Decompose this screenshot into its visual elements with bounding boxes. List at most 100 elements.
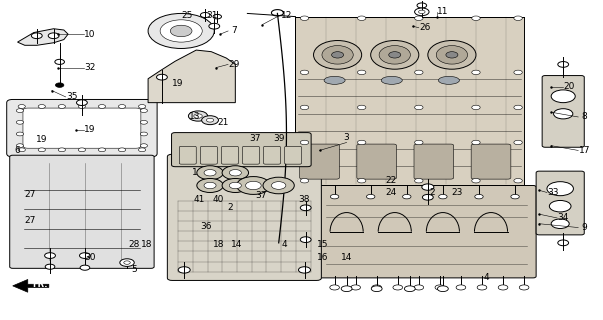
Circle shape bbox=[213, 14, 221, 19]
Circle shape bbox=[554, 109, 573, 119]
Text: 18: 18 bbox=[213, 240, 224, 249]
Circle shape bbox=[171, 25, 192, 37]
Text: 32: 32 bbox=[84, 63, 95, 72]
Circle shape bbox=[236, 177, 270, 195]
Circle shape bbox=[300, 237, 311, 243]
Circle shape bbox=[139, 148, 146, 152]
FancyBboxPatch shape bbox=[179, 146, 196, 164]
Text: 33: 33 bbox=[548, 188, 559, 197]
Circle shape bbox=[55, 83, 64, 87]
Circle shape bbox=[58, 105, 66, 108]
Circle shape bbox=[80, 253, 90, 259]
Text: 38: 38 bbox=[298, 195, 311, 204]
Circle shape bbox=[200, 12, 210, 18]
Text: 21: 21 bbox=[218, 118, 229, 127]
Circle shape bbox=[472, 16, 480, 20]
Circle shape bbox=[38, 105, 45, 108]
Circle shape bbox=[358, 140, 366, 145]
FancyBboxPatch shape bbox=[168, 154, 321, 280]
Text: 2: 2 bbox=[228, 203, 233, 212]
Circle shape bbox=[514, 140, 522, 145]
Circle shape bbox=[80, 265, 90, 270]
FancyBboxPatch shape bbox=[285, 146, 302, 164]
Text: 25: 25 bbox=[182, 11, 193, 20]
Text: 35: 35 bbox=[66, 92, 77, 101]
FancyBboxPatch shape bbox=[221, 146, 238, 164]
Text: 12: 12 bbox=[281, 11, 292, 20]
Circle shape bbox=[204, 182, 216, 189]
Text: 1: 1 bbox=[192, 168, 197, 177]
Circle shape bbox=[300, 205, 311, 211]
Circle shape bbox=[139, 105, 146, 108]
Ellipse shape bbox=[322, 46, 353, 64]
Text: 27: 27 bbox=[24, 190, 35, 199]
Circle shape bbox=[514, 16, 522, 20]
Circle shape bbox=[120, 259, 134, 267]
Text: 22: 22 bbox=[385, 176, 396, 185]
Circle shape bbox=[178, 267, 190, 273]
Polygon shape bbox=[148, 50, 235, 103]
Circle shape bbox=[514, 105, 522, 110]
Circle shape bbox=[472, 70, 480, 75]
Circle shape bbox=[229, 182, 241, 189]
FancyBboxPatch shape bbox=[536, 171, 584, 235]
Circle shape bbox=[415, 105, 423, 110]
Circle shape bbox=[118, 105, 125, 108]
Circle shape bbox=[446, 52, 458, 58]
Text: 24: 24 bbox=[385, 188, 396, 197]
Text: 15: 15 bbox=[317, 240, 328, 249]
Polygon shape bbox=[17, 29, 68, 45]
Circle shape bbox=[58, 148, 66, 152]
Circle shape bbox=[456, 285, 466, 290]
Text: 14: 14 bbox=[341, 253, 352, 262]
Circle shape bbox=[414, 285, 424, 290]
Text: 19: 19 bbox=[84, 125, 95, 134]
Circle shape bbox=[475, 195, 483, 199]
Circle shape bbox=[415, 16, 423, 20]
Circle shape bbox=[551, 219, 569, 228]
Circle shape bbox=[194, 114, 202, 118]
FancyBboxPatch shape bbox=[242, 146, 259, 164]
Ellipse shape bbox=[436, 46, 467, 64]
Text: 2: 2 bbox=[430, 188, 435, 197]
Text: 26: 26 bbox=[419, 23, 431, 32]
Circle shape bbox=[472, 179, 480, 183]
Circle shape bbox=[415, 179, 423, 183]
Ellipse shape bbox=[428, 41, 476, 69]
Circle shape bbox=[201, 116, 218, 124]
Text: 27: 27 bbox=[24, 216, 35, 225]
Text: 5: 5 bbox=[131, 265, 137, 275]
Text: 39: 39 bbox=[273, 134, 285, 143]
Polygon shape bbox=[295, 17, 524, 186]
Circle shape bbox=[415, 140, 423, 145]
Circle shape bbox=[514, 70, 522, 75]
Circle shape bbox=[188, 111, 207, 121]
Circle shape bbox=[18, 105, 25, 108]
Circle shape bbox=[140, 109, 148, 113]
Text: 11: 11 bbox=[437, 7, 449, 16]
Circle shape bbox=[415, 8, 429, 16]
Circle shape bbox=[415, 70, 423, 75]
Circle shape bbox=[472, 105, 480, 110]
Text: 36: 36 bbox=[201, 222, 212, 231]
Circle shape bbox=[16, 109, 24, 113]
Circle shape bbox=[31, 33, 42, 39]
Circle shape bbox=[300, 140, 309, 145]
FancyBboxPatch shape bbox=[7, 100, 157, 157]
Text: 8: 8 bbox=[581, 113, 587, 122]
Ellipse shape bbox=[324, 76, 345, 84]
Circle shape bbox=[358, 16, 366, 20]
Circle shape bbox=[222, 166, 248, 180]
Circle shape bbox=[547, 182, 573, 196]
Circle shape bbox=[77, 100, 87, 106]
Circle shape bbox=[48, 33, 59, 39]
Circle shape bbox=[197, 179, 223, 193]
Circle shape bbox=[18, 148, 25, 152]
Ellipse shape bbox=[314, 41, 362, 69]
Circle shape bbox=[358, 70, 366, 75]
Circle shape bbox=[55, 59, 65, 64]
Circle shape bbox=[160, 20, 202, 42]
Circle shape bbox=[330, 285, 339, 290]
Text: 6: 6 bbox=[14, 146, 21, 155]
Circle shape bbox=[435, 285, 444, 290]
